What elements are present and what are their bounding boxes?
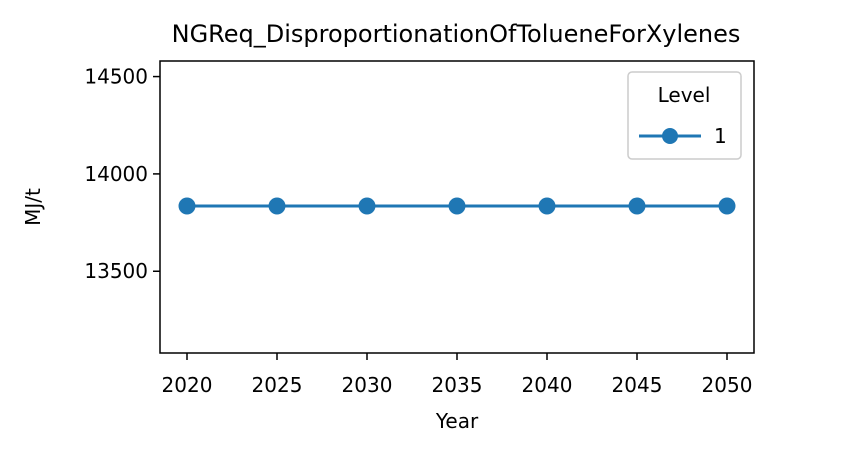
y-tick-label: 14500 [84,65,148,89]
x-tick-label: 2040 [522,373,573,397]
plot-frame [159,60,755,354]
chart-title: NGReq_DisproportionationOfTolueneForXyle… [172,20,741,48]
data-point [358,197,376,215]
x-tick-label: 2050 [702,373,753,397]
data-point [268,197,286,215]
data-point [178,197,196,215]
x-tick-label: 2035 [432,373,483,397]
y-tick-label: 14000 [84,162,148,186]
data-point [718,197,736,215]
data-point [628,197,646,215]
x-tick-label: 2025 [252,373,303,397]
y-axis-label: MJ/t [21,188,45,226]
x-axis-label: Year [435,409,479,433]
x-tick-label: 2045 [612,373,663,397]
data-point [538,197,556,215]
legend-item-label: 1 [714,124,727,148]
x-tick-label: 2030 [342,373,393,397]
x-tick-label: 2020 [162,373,213,397]
y-tick-label: 13500 [84,259,148,283]
legend-title: Level [658,83,711,107]
data-point [448,197,466,215]
x-axis-ticks: 2020 2025 2030 2035 2040 2045 2050 [162,353,753,397]
series-layer [178,197,736,215]
legend: Level 1 [627,71,742,160]
y-axis-ticks: 13500 14000 14500 [84,65,160,283]
legend-marker-swatch [662,128,678,144]
